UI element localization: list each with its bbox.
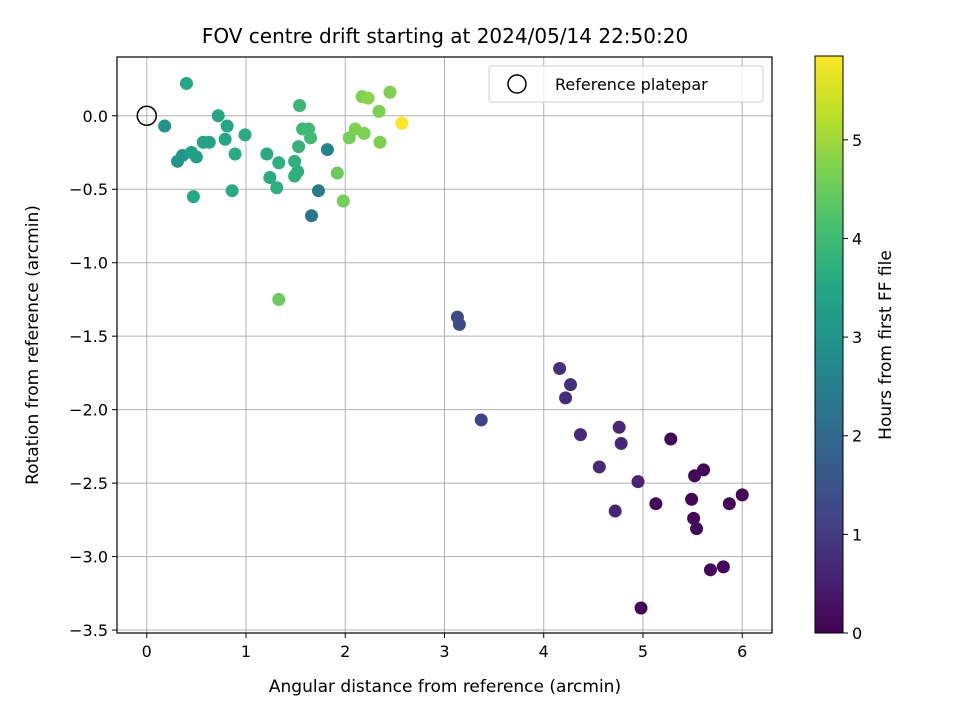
scatter-point xyxy=(608,504,622,518)
x-tick-label: 4 xyxy=(539,642,549,661)
scatter-point xyxy=(564,378,578,392)
scatter-point xyxy=(305,209,319,223)
scatter-point xyxy=(697,463,711,477)
colorbar-gradient xyxy=(814,55,844,634)
scatter-point xyxy=(573,428,587,442)
scatter-point xyxy=(716,560,730,574)
scatter-point xyxy=(687,511,701,525)
scatter-point xyxy=(722,497,736,511)
x-tick-label: 5 xyxy=(638,642,648,661)
y-axis-label: Rotation from reference (arcmin) xyxy=(23,205,43,485)
colorbar-label: Hours from first FF file xyxy=(876,250,896,440)
scatter-point xyxy=(474,413,488,427)
scatter-point xyxy=(612,420,626,434)
colorbar-tick-label: 2 xyxy=(852,427,862,446)
scatter-point xyxy=(553,362,567,376)
x-tick-label: 2 xyxy=(340,642,350,661)
legend-marker-reference xyxy=(507,74,527,94)
legend-label-reference: Reference platepar xyxy=(555,75,708,94)
scatter-point xyxy=(614,436,628,450)
scatter-point xyxy=(304,131,318,145)
scatter-point xyxy=(703,563,717,577)
x-tick-label: 0 xyxy=(142,642,152,661)
scatter-point xyxy=(361,91,375,105)
colorbar-tick-label: 5 xyxy=(852,131,862,150)
scatter-point xyxy=(383,85,397,99)
scatter-point xyxy=(202,135,216,149)
scatter-point xyxy=(186,190,200,204)
scatter-point xyxy=(288,154,302,168)
y-tick-label: 0.0 xyxy=(83,107,108,126)
y-tick-label: −3.5 xyxy=(69,621,108,640)
scatter-point xyxy=(225,184,239,198)
scatter-point xyxy=(685,492,699,506)
legend-box xyxy=(488,65,764,103)
scatter-point xyxy=(320,143,334,157)
scatter-point xyxy=(735,488,749,502)
y-tick-label: −2.0 xyxy=(69,401,108,420)
x-tick-label: 3 xyxy=(439,642,449,661)
colorbar-ticks: 0 1 2 3 4 5 xyxy=(843,131,862,643)
scatter-point xyxy=(452,317,466,331)
scatter-point xyxy=(649,497,663,511)
colorbar-tick-label: 3 xyxy=(852,328,862,347)
reference-platepar-marker xyxy=(136,105,158,127)
scatter-point xyxy=(263,170,277,184)
scatter-point xyxy=(238,128,252,142)
scatter-point xyxy=(634,601,648,615)
scatter-point xyxy=(631,475,645,489)
scatter-point xyxy=(189,150,203,164)
scatter-point xyxy=(592,460,606,474)
scatter-point xyxy=(336,194,350,208)
scatter-point xyxy=(291,165,305,179)
axis-ticks: 0 1 2 3 4 5 6 0.0 −0.5 −1.0 −1.5 −2.0 −2.5 −3.0 −3.5 xyxy=(69,107,747,661)
legend: Reference platepar xyxy=(488,65,764,103)
y-tick-label: −3.0 xyxy=(69,548,108,567)
scatter-point xyxy=(330,166,344,180)
scatter-point xyxy=(293,98,307,112)
colorbar: 0 1 2 3 4 5 Hours from first FF file xyxy=(814,55,896,643)
scatter-point xyxy=(158,119,172,133)
grid-lines xyxy=(117,57,772,633)
scatter-point xyxy=(272,292,286,306)
scatter-point xyxy=(270,181,284,195)
scatter-point xyxy=(220,119,234,133)
scatter-point xyxy=(357,126,371,140)
scatter-point xyxy=(228,147,242,161)
scatter-point xyxy=(311,184,325,198)
scatter-point xyxy=(372,104,386,118)
scatter-point xyxy=(211,109,225,123)
chart-title: FOV centre drift starting at 2024/05/14 … xyxy=(202,24,688,48)
scatter-point xyxy=(292,140,306,154)
scatter-point xyxy=(395,116,409,130)
scatter-point xyxy=(272,156,286,170)
y-tick-label: −1.0 xyxy=(69,254,108,273)
scatter-point xyxy=(690,522,704,536)
scatter-point xyxy=(218,132,232,146)
x-axis-label: Angular distance from reference (arcmin) xyxy=(269,677,621,697)
scatter-point xyxy=(179,76,193,90)
scatter-point xyxy=(559,391,573,405)
y-tick-label: −0.5 xyxy=(69,180,108,199)
y-tick-label: −2.5 xyxy=(69,474,108,493)
scatter-point xyxy=(373,135,387,149)
y-tick-label: −1.5 xyxy=(69,327,108,346)
colorbar-tick-label: 0 xyxy=(852,624,862,643)
x-tick-label: 1 xyxy=(241,642,251,661)
colorbar-tick-label: 4 xyxy=(852,229,862,248)
scatter-points xyxy=(136,76,749,615)
scatter-point xyxy=(260,147,274,161)
colorbar-tick-label: 1 xyxy=(852,525,862,544)
scatter-point xyxy=(664,432,678,446)
x-tick-label: 6 xyxy=(737,642,747,661)
